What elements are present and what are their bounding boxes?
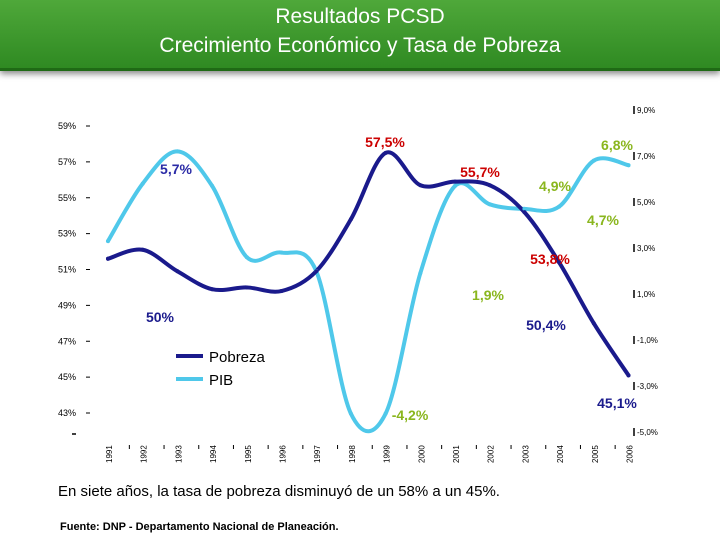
x-axis-year-label: 1992: [140, 445, 149, 463]
pobreza-data-point: [591, 321, 596, 326]
pib-data-point: [348, 411, 353, 416]
left-axis-tick-label: 47%: [58, 336, 76, 346]
legend-pib-label: PIB: [209, 372, 233, 389]
data-label: 57,5%: [365, 134, 405, 150]
pobreza-data-point: [106, 256, 110, 261]
right-axis-tick-label: -5,0%: [637, 428, 658, 437]
data-label: 50%: [146, 309, 175, 325]
pib-data-point: [453, 183, 457, 188]
x-axis-year-label: 1997: [313, 445, 322, 463]
data-label: 5,7%: [160, 161, 192, 177]
left-axis-tick-label: 59%: [58, 121, 76, 131]
x-axis-year-label: 1998: [348, 445, 357, 463]
left-axis-tick-label: 45%: [58, 372, 76, 382]
pib-data-point: [591, 158, 596, 163]
pobreza-data-point: [314, 269, 319, 274]
pobreza-series-line: [106, 150, 631, 378]
x-axis-year-label: 2006: [626, 445, 635, 463]
legend-pobreza-label: Pobreza: [209, 349, 266, 366]
x-axis-year-label: 1996: [279, 445, 288, 463]
right-axis-tick-label: 9,0%: [637, 106, 655, 115]
pib-data-point: [140, 181, 145, 186]
summary-text: En siete años, la tasa de pobreza dismin…: [58, 483, 500, 500]
x-axis-year-label: 2002: [487, 445, 496, 463]
pib-data-point: [383, 411, 388, 416]
data-label: 6,8%: [601, 137, 633, 153]
right-axis-tick-label: -1,0%: [637, 336, 658, 345]
right-axis-tick-label: 1,0%: [637, 290, 655, 299]
pib-data-point: [522, 206, 527, 211]
data-label: 55,7%: [460, 164, 500, 180]
right-axis-tick-label: 5,0%: [637, 198, 655, 207]
left-axis-tick-label: 53%: [58, 229, 76, 239]
pib-data-point: [210, 183, 215, 188]
x-axis-year-label: 2004: [556, 445, 565, 463]
pobreza-data-point: [418, 183, 423, 188]
page-title: Resultados PCSD: [275, 5, 445, 28]
right-axis-tick-label: -3,0%: [637, 382, 658, 391]
pib-data-point: [557, 204, 562, 209]
x-axis-year-label: 1994: [209, 445, 218, 463]
source-note: Fuente: DNP - Departamento Nacional de P…: [60, 521, 339, 533]
pobreza-data-point: [348, 217, 353, 222]
pib-data-point: [244, 255, 249, 260]
pib-data-point: [279, 250, 284, 255]
x-axis-year-label: 1999: [383, 445, 392, 463]
data-label: 53,8%: [530, 251, 570, 267]
data-label: 4,9%: [539, 178, 571, 194]
page-subtitle: Crecimiento Económico y Tasa de Pobreza: [159, 34, 561, 57]
pib-data-point: [626, 163, 631, 168]
left-axis-tick-label: 51%: [58, 265, 76, 275]
pobreza-data-point: [453, 179, 457, 184]
x-axis-year-label: 2003: [521, 445, 530, 463]
data-label: 45,1%: [597, 395, 637, 411]
data-label: 50,4%: [526, 317, 566, 333]
pobreza-data-point: [279, 289, 284, 294]
pobreza-data-point: [244, 285, 249, 290]
pobreza-data-point: [522, 210, 527, 215]
pib-data-point: [106, 239, 110, 244]
pobreza-data-point: [210, 287, 215, 292]
x-axis-year-label: 1991: [105, 445, 114, 463]
data-label: -4,2%: [392, 407, 429, 423]
left-axis-tick-label: 55%: [58, 193, 76, 203]
x-axis-year-label: 1993: [174, 445, 183, 463]
x-axis-year-label: 1995: [244, 445, 253, 463]
pobreza-data-point: [175, 269, 180, 274]
x-axis-year-label: 2001: [452, 445, 461, 463]
right-axis-tick-label: 3,0%: [637, 244, 655, 253]
pobreza-data-point: [626, 373, 631, 378]
left-axis-tick-label: 57%: [58, 157, 76, 167]
pobreza-data-point: [557, 260, 562, 265]
pobreza-data-point: [140, 247, 145, 252]
pib-series-line: [106, 149, 631, 434]
title-bar: Resultados PCSD Crecimiento Económico y …: [0, 0, 720, 71]
left-axis-tick-label: 49%: [58, 300, 76, 310]
pib-data-point: [418, 271, 423, 276]
right-axis-tick-label: 7,0%: [637, 152, 655, 161]
x-axis-year-label: 2005: [591, 445, 600, 463]
pib-data-point: [487, 202, 492, 207]
data-label: 4,7%: [587, 212, 619, 228]
x-axis-year-label: 2000: [417, 445, 426, 463]
left-axis-tick-label: 43%: [58, 408, 76, 418]
pib-data-point: [175, 149, 180, 154]
pobreza-data-point: [487, 183, 492, 188]
data-label: 1,9%: [472, 287, 504, 303]
pobreza-data-point: [383, 150, 388, 155]
